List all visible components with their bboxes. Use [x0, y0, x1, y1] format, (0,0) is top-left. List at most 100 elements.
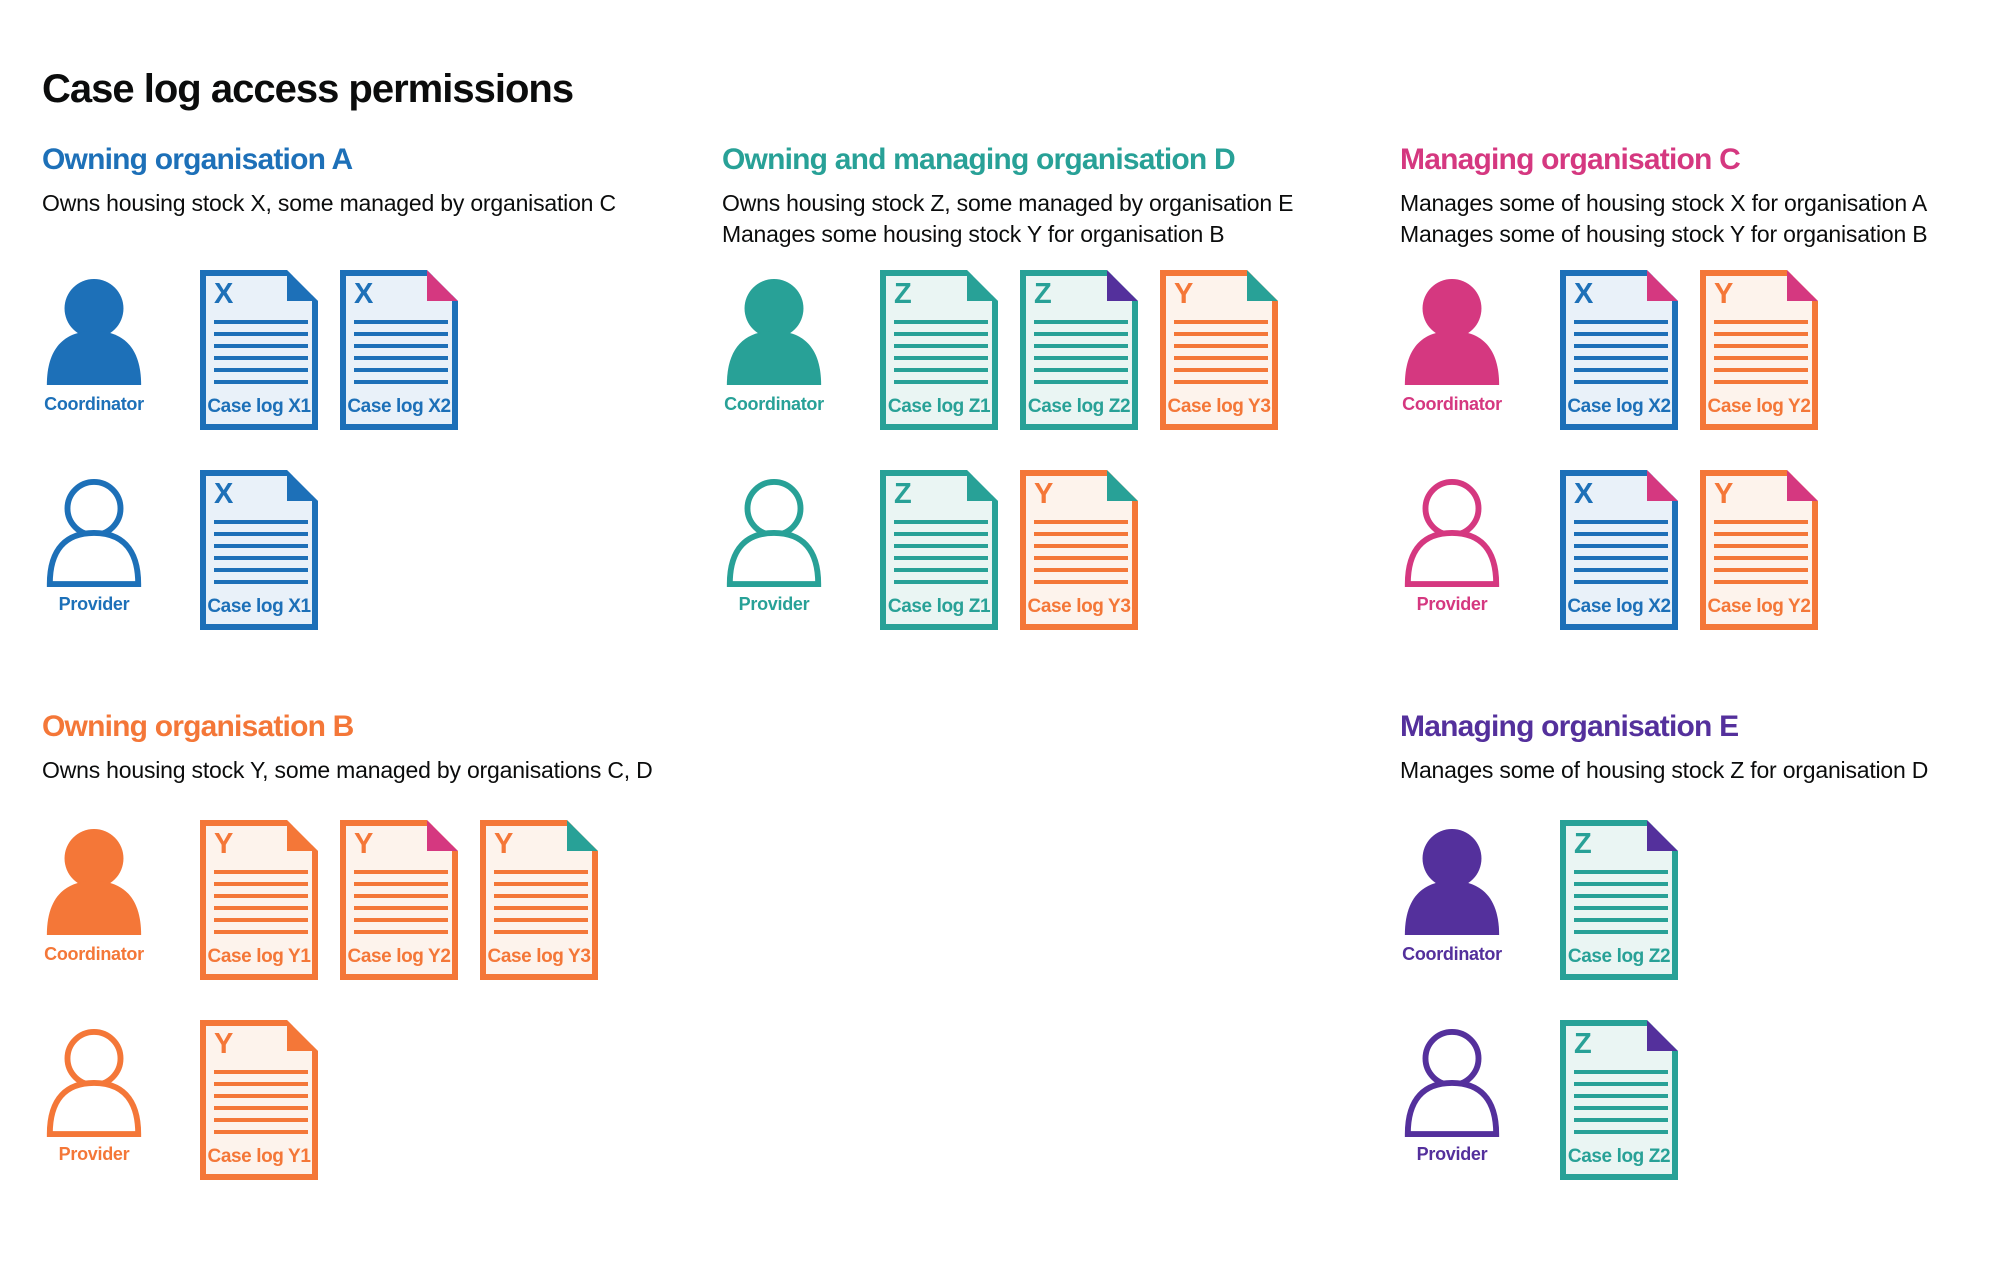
role-label: Coordinator: [1402, 394, 1502, 414]
stock-letter: X: [1574, 278, 1594, 310]
case-log-document: Y Case log Y3: [1020, 470, 1138, 630]
text-lines-icon: [1034, 520, 1128, 584]
case-log-document: Z Case log Z2: [1560, 820, 1678, 980]
folded-corner-icon: [967, 270, 998, 301]
folded-corner-icon: [427, 270, 458, 301]
text-lines-icon: [1034, 320, 1128, 384]
case-log-document: X Case log X1: [200, 470, 318, 630]
case-log-label: Case log X2: [1567, 396, 1671, 417]
text-lines-icon: [1574, 320, 1668, 384]
case-log-label: Case log X1: [207, 396, 311, 417]
case-log-label: Case log Y1: [207, 946, 311, 967]
section-d-coordinator-row: Coordinator Z Case log Z1 Z Case log Z2 …: [722, 270, 1382, 440]
person-outline-icon: [1404, 1028, 1500, 1137]
text-lines-icon: [1174, 320, 1268, 384]
case-log-document: X Case log X2: [1560, 470, 1678, 630]
person-outline-icon: [46, 1028, 142, 1137]
case-log-document: Y Case log Y2: [1700, 470, 1818, 630]
case-log-document: Z Case log Z1: [880, 270, 998, 430]
section-c-description-line: Manages some of housing stock X for orga…: [1400, 190, 1927, 216]
person-outline-icon: [1404, 478, 1500, 587]
case-log-document: Y Case log Y1: [200, 820, 318, 980]
role-label: Coordinator: [724, 394, 824, 414]
role-label: Provider: [58, 1144, 130, 1164]
section-d-description-line: Manages some housing stock Y for organis…: [722, 221, 1225, 247]
case-log-label: Case log Z2: [1567, 1146, 1671, 1167]
section-c-description: Manages some of housing stock X for orga…: [1400, 188, 1928, 250]
folded-corner-icon: [1647, 1020, 1678, 1051]
person-outline-icon: [46, 478, 142, 587]
folded-corner-icon: [1247, 270, 1278, 301]
case-log-document: Z Case log Z1: [880, 470, 998, 630]
section-c-title: Managing organisation C: [1400, 143, 1741, 176]
section-b-title: Owning organisation B: [42, 710, 354, 743]
text-lines-icon: [214, 320, 308, 384]
text-lines-icon: [1714, 320, 1808, 384]
case-log-document: X Case log X1: [200, 270, 318, 430]
stock-letter: Z: [894, 278, 912, 310]
folded-corner-icon: [1647, 270, 1678, 301]
section-b-coordinator-row: Coordinator Y Case log Y1 Y Case log Y2 …: [42, 820, 702, 990]
section-e-coordinator-row: Coordinator Z Case log Z2: [1400, 820, 2000, 990]
case-log-document: Z Case log Z2: [1560, 1020, 1678, 1180]
folded-corner-icon: [1787, 470, 1818, 501]
stock-letter: Z: [1574, 1028, 1592, 1060]
folded-corner-icon: [287, 1020, 318, 1051]
case-log-document: Z Case log Z2: [1020, 270, 1138, 430]
folded-corner-icon: [287, 470, 318, 501]
person-filled-icon: [1404, 828, 1500, 936]
case-log-document: Y Case log Y2: [340, 820, 458, 980]
case-log-document: Y Case log Y1: [200, 1020, 318, 1180]
role-label: Provider: [738, 594, 810, 614]
stock-letter: X: [214, 478, 234, 510]
case-log-label: Case log X2: [347, 396, 451, 417]
text-lines-icon: [354, 870, 448, 934]
stock-letter: Y: [354, 828, 374, 860]
role-label: Provider: [1416, 594, 1488, 614]
text-lines-icon: [214, 870, 308, 934]
text-lines-icon: [494, 870, 588, 934]
coordinator-figure: Coordinator: [42, 827, 146, 965]
stock-letter: X: [1574, 478, 1594, 510]
case-log-label: Case log Y3: [1167, 396, 1271, 417]
section-a-title: Owning organisation A: [42, 143, 353, 176]
case-log-label: Case log Y3: [487, 946, 591, 967]
stock-letter: Y: [1714, 278, 1734, 310]
section-e-description-line: Manages some of housing stock Z for orga…: [1400, 757, 1929, 783]
section-a-provider-row: Provider X Case log X1: [42, 470, 702, 640]
stock-letter: Y: [214, 1028, 234, 1060]
role-label: Coordinator: [44, 394, 144, 414]
case-log-label: Case log Z2: [1027, 396, 1131, 417]
section-d-description-line: Owns housing stock Z, some managed by or…: [722, 190, 1294, 216]
provider-figure: Provider: [1400, 477, 1504, 615]
text-lines-icon: [1574, 520, 1668, 584]
person-filled-icon: [726, 278, 822, 386]
case-log-document: Y Case log Y3: [480, 820, 598, 980]
case-log-document: Y Case log Y3: [1160, 270, 1278, 430]
text-lines-icon: [894, 520, 988, 584]
text-lines-icon: [354, 320, 448, 384]
folded-corner-icon: [1787, 270, 1818, 301]
role-label: Provider: [58, 594, 130, 614]
section-c-provider-row: Provider X Case log X2 Y Case log Y2: [1400, 470, 2000, 640]
section-a-description: Owns housing stock X, some managed by or…: [42, 188, 616, 219]
folded-corner-icon: [967, 470, 998, 501]
role-label: Coordinator: [44, 944, 144, 964]
coordinator-figure: Coordinator: [722, 277, 826, 415]
case-log-document: Y Case log Y2: [1700, 270, 1818, 430]
person-filled-icon: [1404, 278, 1500, 386]
section-a-description-line: Owns housing stock X, some managed by or…: [42, 190, 616, 216]
section-d-title: Owning and managing organisation D: [722, 143, 1236, 176]
stock-letter: Y: [1034, 478, 1054, 510]
stock-letter: Y: [494, 828, 514, 860]
case-log-label: Case log Z2: [1567, 946, 1671, 967]
provider-figure: Provider: [1400, 1027, 1504, 1165]
provider-figure: Provider: [42, 477, 146, 615]
stock-letter: Y: [1714, 478, 1734, 510]
case-log-label: Case log Z1: [887, 396, 991, 417]
folded-corner-icon: [567, 820, 598, 851]
stock-letter: Y: [214, 828, 234, 860]
case-log-label: Case log X2: [1567, 596, 1671, 617]
section-e-title: Managing organisation E: [1400, 710, 1739, 743]
folded-corner-icon: [1107, 470, 1138, 501]
